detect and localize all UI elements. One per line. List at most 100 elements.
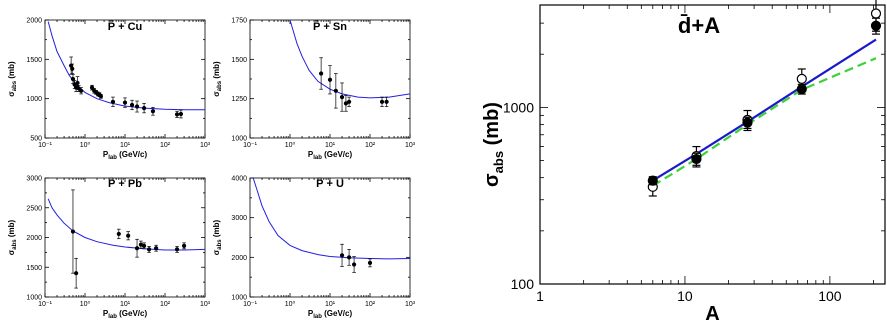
data-point (742, 117, 753, 128)
data-point-open (796, 73, 807, 84)
x-tick-label: 10² (365, 142, 376, 149)
x-tick-label: 10⁻¹ (38, 142, 52, 149)
data-point (98, 94, 104, 99)
x-tick-label: 10⁻¹ (243, 142, 257, 149)
data-point (134, 246, 140, 251)
y-axis-label: σabs (mb) (7, 61, 18, 97)
x-tick-label: 10² (160, 301, 171, 308)
data-point (691, 153, 702, 165)
y-tick-label: 1000 (503, 99, 534, 115)
data-point (70, 229, 76, 234)
chart-sn: 10⁻¹ 10⁰ 10¹ 10² 10³ 1000 1250 1500 1750 P̄ + Sn P… (212, 18, 416, 162)
data-point (327, 77, 333, 82)
y-tick-label: 2000 (231, 255, 247, 262)
x-tick-label: 10¹ (120, 301, 131, 308)
data-point (154, 246, 159, 251)
x-tick-label: 10⁻¹ (243, 301, 257, 308)
data-point (339, 94, 345, 100)
data-point (796, 83, 807, 95)
y-tick-label: 1000 (26, 295, 42, 302)
y-tick-label: 2000 (26, 18, 42, 25)
x-tick-label: 10³ (200, 301, 211, 308)
x-tick-label: 10³ (405, 301, 416, 308)
x-tick-label: 100 (818, 288, 842, 304)
y-tick-label: 1000 (231, 295, 247, 302)
series-curve-0 (652, 38, 877, 182)
data-point (122, 100, 128, 105)
x-tick-label: 10¹ (120, 142, 131, 149)
x-tick-label: 10³ (200, 142, 211, 149)
data-point (351, 262, 357, 267)
y-tick-label: 1000 (26, 96, 42, 103)
data-point (134, 104, 140, 109)
y-tick-label: 3000 (231, 215, 247, 222)
data-point (70, 66, 75, 71)
y-tick-label: 3000 (26, 176, 42, 183)
x-tick-label: 10⁰ (80, 300, 91, 308)
series-curve-0 (47, 21, 205, 111)
data-point (150, 109, 156, 114)
y-tick-label: 2000 (26, 235, 42, 242)
y-tick-label: 1500 (26, 57, 42, 64)
data-point-open (870, 8, 882, 19)
x-tick-label: 10¹ (325, 301, 336, 308)
chart-cu: 10⁻¹ 10⁰ 10¹ 10² 10³ 500 1000 1500 2000 P̄ + Cu Pl… (7, 18, 211, 162)
data-point (129, 102, 135, 108)
chart-title: P̄ + Cu (108, 21, 143, 33)
y-tick-label: 4000 (231, 176, 247, 183)
data-point (146, 247, 152, 252)
x-tick-label: 10⁰ (285, 300, 296, 308)
x-tick-label: 10 (677, 288, 693, 304)
data-point (870, 20, 882, 31)
x-tick-label: 1 (536, 288, 544, 304)
data-point (116, 231, 121, 237)
x-tick-label: 10⁰ (285, 141, 296, 149)
y-tick-label: 1500 (231, 57, 247, 64)
plot-frame (44, 19, 206, 139)
data-point (346, 255, 352, 260)
chart-title: P̄ + U (316, 178, 344, 190)
y-tick-label: 1250 (231, 96, 247, 103)
data-point (79, 88, 84, 93)
x-axis-label: A (705, 303, 719, 325)
x-axis-label: Plab (GeV/c) (308, 150, 353, 161)
data-point (174, 247, 180, 252)
series-curve-0 (47, 198, 205, 251)
chart-title: P̄ + Pb (108, 178, 142, 190)
plot-frame (44, 177, 206, 298)
data-point (367, 260, 373, 265)
series-curve-1 (652, 57, 877, 187)
x-tick-label: 10¹ (325, 142, 336, 149)
y-axis-label: σabs (mb) (212, 61, 223, 97)
x-tick-label: 10⁰ (80, 141, 91, 149)
series-curve-0 (289, 20, 410, 99)
data-point (319, 71, 324, 76)
x-axis-label: Plab (GeV/c) (103, 150, 148, 161)
y-tick-label: 1500 (26, 265, 42, 272)
y-tick-label: 100 (511, 276, 535, 292)
chart-u: 10⁻¹ 10⁰ 10¹ 10² 10³ 1000 2000 3000 4000 P̄ + U Pl… (212, 176, 416, 321)
x-tick-label: 10² (160, 142, 171, 149)
data-point (333, 88, 338, 93)
y-axis-label: σabs (mb) (7, 219, 18, 255)
chart-title: d̄+A (678, 13, 720, 38)
data-point (141, 106, 147, 111)
data-point (339, 253, 345, 258)
y-axis-label: σabs (mb) (212, 219, 223, 255)
x-tick-label: 10⁻¹ (38, 301, 52, 308)
plot-frame (249, 177, 411, 298)
data-point (647, 175, 658, 186)
data-point (346, 99, 352, 104)
x-tick-label: 10² (365, 301, 376, 308)
data-point (174, 112, 180, 117)
data-point (126, 233, 131, 238)
y-axis-label: σabs (mb) (481, 102, 506, 187)
series-curve-0 (252, 178, 410, 260)
plot-frame (539, 4, 886, 285)
x-axis-label: Plab (GeV/c) (308, 309, 353, 320)
data-point (178, 111, 184, 117)
data-point (379, 99, 385, 104)
